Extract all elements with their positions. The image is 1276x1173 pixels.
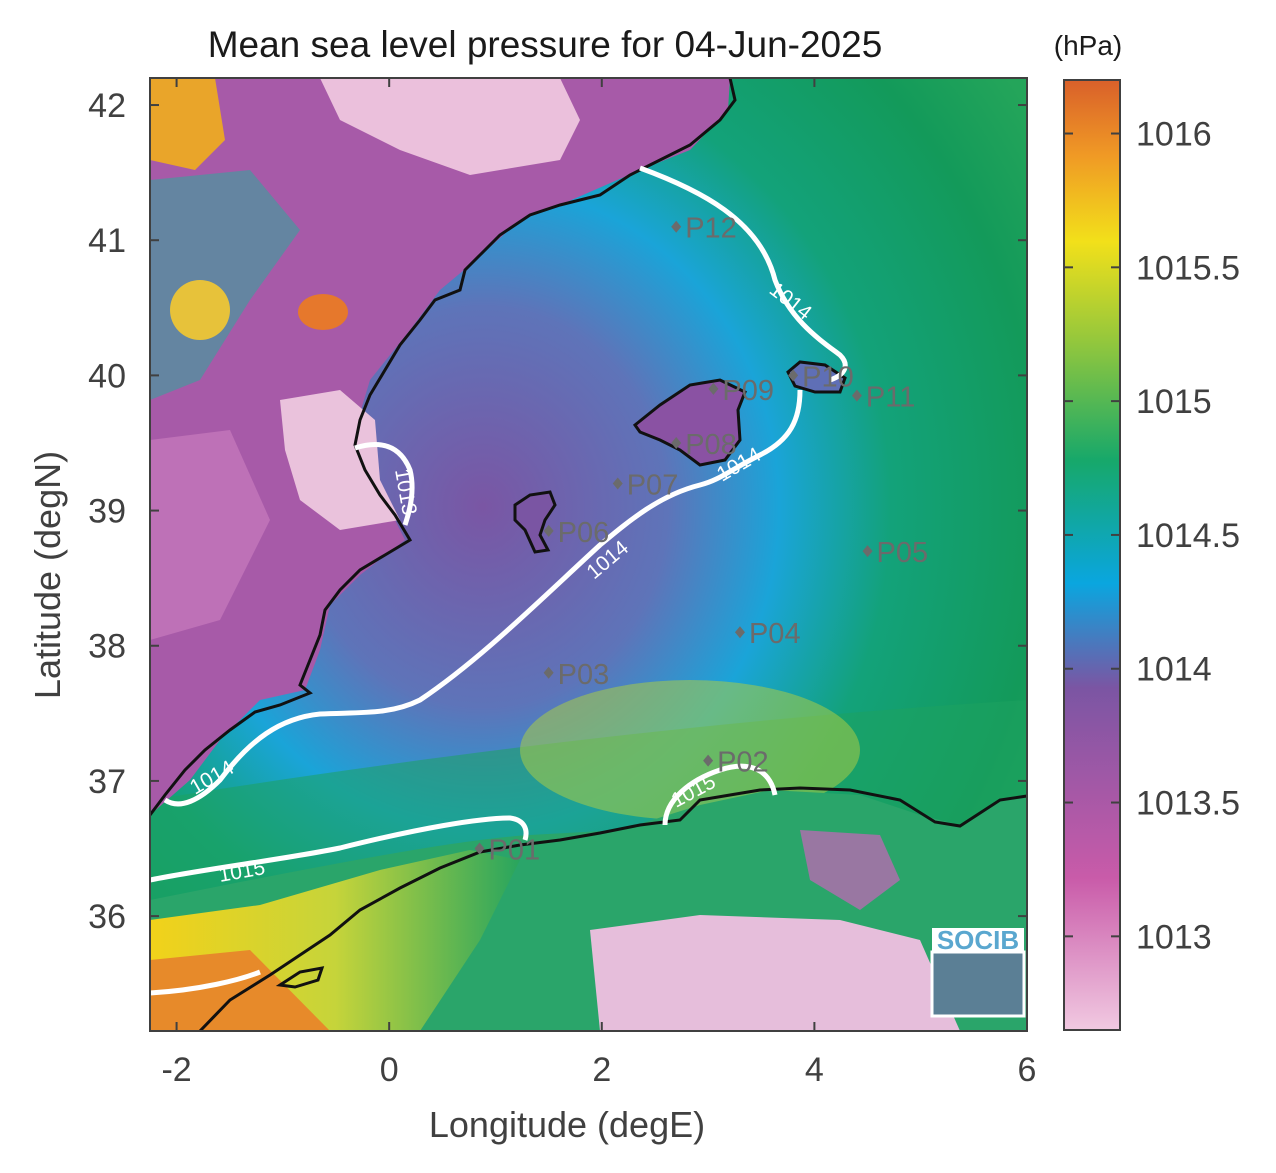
x-tick-label: -2 [161, 1051, 191, 1089]
station-label: P03 [558, 659, 610, 691]
socib-logo: SOCIB [930, 925, 1026, 1018]
x-tick-label: 0 [380, 1051, 399, 1089]
station-marker [788, 369, 799, 382]
station-label: P10 [802, 361, 854, 393]
y-tick-label: 37 [88, 763, 126, 801]
iberia-land [150, 78, 730, 815]
x-axis-ticks: -2 0 2 4 6 [161, 78, 1036, 1089]
station-label: P05 [877, 537, 929, 569]
y-tick-label: 41 [88, 222, 126, 260]
y-axis-ticks: 36 37 38 39 40 41 42 [88, 87, 1027, 936]
station-marker [708, 382, 719, 395]
station-label: P02 [717, 747, 769, 779]
colorbar-tick-label: 1014.5 [1136, 517, 1240, 555]
y-axis-label: Latitude (degN) [27, 451, 68, 699]
land-high-pressure-patch [170, 280, 230, 340]
station-marker [543, 666, 554, 679]
station-label: P11 [866, 382, 915, 414]
land-low-pressure-patch [280, 390, 400, 530]
station-label: P09 [722, 375, 774, 407]
socib-logo-text: SOCIB [937, 925, 1019, 955]
y-tick-label: 36 [88, 898, 126, 936]
x-tick-label: 6 [1018, 1051, 1037, 1089]
colorbar-ticks: 1013 1013.5 1014 1014.5 1015 1015.5 1016 [1064, 116, 1240, 956]
ibiza-coastline [513, 490, 557, 554]
y-tick-label: 42 [88, 87, 126, 125]
y-tick-label: 40 [88, 357, 126, 395]
station-label: P01 [489, 835, 541, 867]
colorbar-tick-label: 1013 [1136, 918, 1212, 956]
land-high-pressure-patch [150, 78, 225, 170]
colorbar-tick-label: 1013.5 [1136, 785, 1240, 823]
station-marker [612, 477, 623, 490]
station-marker [671, 436, 682, 449]
socib-logo-band [932, 928, 1024, 952]
menorca-coastline [786, 360, 847, 394]
x-tick-label: 2 [592, 1051, 611, 1089]
chart-title: Mean sea level pressure for 04-Jun-2025 [208, 24, 883, 65]
mallorca-coastline [632, 378, 747, 467]
station-marker [474, 842, 485, 855]
y-tick-label: 39 [88, 493, 126, 531]
colorbar-tick-label: 1015 [1136, 383, 1212, 421]
land-mixed-patch [150, 170, 300, 400]
africa-coastline [198, 786, 1027, 1031]
station-marker [862, 545, 873, 558]
station-label: P06 [558, 517, 610, 549]
colorbar-unit: (hPa) [1054, 30, 1122, 61]
islet-coastline [275, 966, 325, 989]
africa-low-pressure-patch [590, 915, 960, 1031]
colorbar-tick-label: 1016 [1136, 116, 1212, 154]
isobar-1014-north [639, 165, 848, 383]
station-label: P08 [685, 429, 737, 461]
isobar-1015-west [150, 815, 529, 883]
land-low-pressure-patch [320, 78, 580, 175]
land-high-pressure-patch [298, 294, 348, 330]
y-tick-label: 38 [88, 628, 126, 666]
isobar-1014-south [163, 389, 803, 807]
africa-mixed-patch [800, 830, 900, 910]
map-frame [149, 77, 1028, 1032]
station-marker [543, 524, 554, 537]
isobar-1013 [354, 442, 415, 526]
socib-logo-box [930, 950, 1026, 1018]
station-label: P07 [627, 470, 679, 502]
x-tick-label: 4 [805, 1051, 824, 1089]
station-marker [703, 754, 714, 767]
station-label: P12 [685, 213, 737, 245]
colorbar-tick-label: 1015.5 [1136, 249, 1240, 287]
x-axis-label: Longitude (degE) [429, 1104, 705, 1145]
map-plot-area: 1013 1014 1014 1014 1014 1015 1015 P01P0… [150, 78, 1027, 1031]
high-pressure-patch [520, 680, 860, 820]
station-marker [851, 389, 862, 402]
station-label: P04 [749, 618, 801, 650]
africa-high-pressure-core [150, 950, 330, 1031]
colorbar-tick-label: 1014 [1136, 651, 1212, 689]
iberia-coastline [150, 78, 737, 816]
isobar-1015-east [662, 763, 778, 826]
station-marker [671, 220, 682, 233]
colorbar [1063, 79, 1121, 1031]
isobar-1015-southwest [150, 969, 261, 996]
station-marker [734, 626, 745, 639]
land-mixed-patch [150, 430, 270, 640]
